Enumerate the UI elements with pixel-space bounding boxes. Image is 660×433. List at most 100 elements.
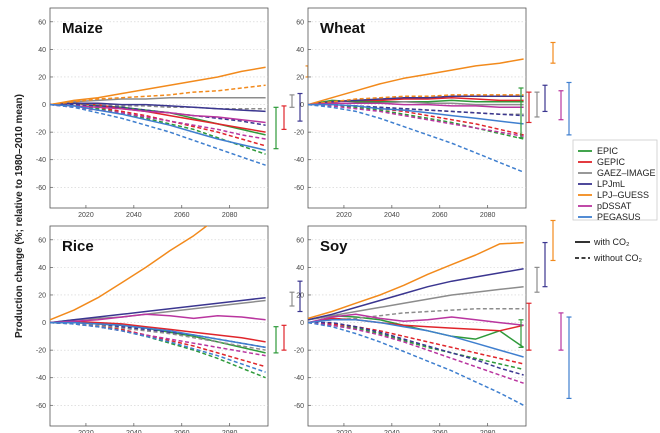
- series-lpjml-with-co2: [50, 296, 266, 324]
- y-tick-label: -20: [294, 130, 304, 137]
- x-tick-label: 2060: [174, 212, 190, 219]
- range-bar-lpj-guess: [550, 219, 556, 262]
- range-bar-lpjml: [297, 280, 303, 313]
- x-tick-label: 2080: [222, 430, 238, 433]
- legend-label-epic: EPIC: [597, 146, 619, 156]
- series-lines: [308, 58, 524, 173]
- y-tick-label: 40: [296, 265, 304, 272]
- y-tick-label: 60: [38, 19, 46, 26]
- legend-label-lpjml: LPJmL: [597, 179, 625, 189]
- y-tick-label: -20: [36, 348, 46, 355]
- y-tick-label: -60: [294, 403, 304, 410]
- x-tick-label: 2040: [126, 212, 142, 219]
- series-lpj-guess-with-co2: [308, 58, 524, 106]
- y-tick-label: 60: [38, 237, 46, 244]
- x-tick-label: 2020: [78, 212, 94, 219]
- series-lpj-guess-without-co2: [308, 94, 524, 106]
- x-tick-label: 2020: [336, 430, 352, 433]
- y-tick-label: -40: [294, 375, 304, 382]
- range-bar-lpjml: [542, 241, 548, 288]
- y-tick-label: 20: [296, 292, 304, 299]
- panel-rice: -60-40-2002040602020204020602080Rice: [36, 225, 319, 433]
- x-tick-label: 2080: [480, 212, 496, 219]
- y-tick-label: 20: [38, 292, 46, 299]
- series-lpjml-without-co2: [308, 321, 524, 376]
- y-tick-label: 0: [42, 102, 46, 109]
- legend-label-pdssat: pDSSAT: [597, 201, 632, 211]
- series-pegasus-without-co2: [50, 321, 266, 373]
- series-lines: [50, 66, 266, 166]
- series-lpjml-with-co2: [308, 268, 524, 321]
- y-tick-label: -40: [294, 157, 304, 164]
- y-tick-label: 20: [38, 74, 46, 81]
- legend-label-pegasus: PEGASUS: [597, 212, 641, 222]
- series-pegasus-with-co2: [308, 103, 524, 125]
- y-tick-label: 60: [296, 19, 304, 26]
- range-bar-epic: [273, 326, 279, 354]
- range-bar-pegasus: [566, 316, 572, 400]
- range-bar-pdssat: [558, 312, 564, 351]
- series-lpj-guess-without-co2: [50, 84, 266, 106]
- legend-with-co2-label: with CO₂: [593, 237, 630, 247]
- legend: EPICGEPICGAEZ–IMAGELPJmLLPJ–GUESSpDSSATP…: [572, 139, 658, 263]
- legend-without-co2: without CO₂: [575, 253, 643, 263]
- panel-title: Rice: [62, 238, 94, 255]
- range-bar-pegasus: [566, 81, 572, 136]
- series-pegasus-without-co2: [50, 103, 266, 166]
- y-tick-label: 0: [300, 102, 304, 109]
- y-tick-label: -40: [36, 157, 46, 164]
- series-pdssat-without-co2: [308, 103, 524, 138]
- series-lpj-guess-with-co2: [50, 66, 266, 106]
- series-gaez-image-with-co2: [308, 285, 524, 321]
- series-gepic-with-co2: [50, 320, 266, 343]
- legend-label-lpj-guess: LPJ–GUESS: [597, 190, 649, 200]
- series-lines: [308, 241, 525, 406]
- plot-frame: [307, 7, 527, 209]
- series-pdssat-with-co2: [308, 313, 524, 327]
- series-pegasus-with-co2: [50, 103, 266, 151]
- range-bar-gepic: [526, 91, 532, 124]
- legend-with-co2: with CO₂: [575, 237, 630, 247]
- y-axis-label: Production change (%; relative to 1980–2…: [14, 94, 25, 338]
- series-pegasus-with-co2: [308, 319, 524, 358]
- y-tick-label: -60: [294, 185, 304, 192]
- legend-label-gaez-image: GAEZ–IMAGE: [597, 168, 656, 178]
- range-bar-lpj-guess: [550, 41, 556, 64]
- panel-soy: -60-40-2002040602020204020602080Soy: [294, 219, 572, 433]
- y-tick-label: -20: [36, 130, 46, 137]
- range-bar-gaez-image: [289, 291, 295, 307]
- range-bar-gepic: [526, 302, 532, 351]
- y-tick-label: 40: [38, 47, 46, 54]
- series-pegasus-without-co2: [308, 103, 524, 173]
- x-tick-label: 2060: [432, 212, 448, 219]
- y-tick-label: 0: [300, 320, 304, 327]
- plot-frame: [49, 225, 269, 427]
- range-bar-lpjml: [542, 84, 548, 113]
- series-lines: [50, 226, 266, 379]
- series-lpjml-without-co2: [50, 103, 266, 126]
- range-bar-lpjml: [297, 92, 303, 122]
- series-pdssat-with-co2: [50, 313, 266, 324]
- x-tick-label: 2020: [336, 212, 352, 219]
- y-tick-label: -20: [294, 348, 304, 355]
- panel-title: Maize: [62, 20, 103, 37]
- series-pegasus-with-co2: [50, 321, 266, 349]
- series-pdssat-with-co2: [308, 102, 524, 109]
- x-tick-label: 2040: [384, 212, 400, 219]
- series-lpj-guess-with-co2: [50, 226, 208, 321]
- series-pegasus-without-co2: [308, 321, 524, 406]
- y-tick-label: -60: [36, 403, 46, 410]
- y-tick-label: 40: [38, 265, 46, 272]
- range-bar-epic: [273, 106, 279, 150]
- y-tick-label: -60: [36, 185, 46, 192]
- legend-without-co2-label: without CO₂: [593, 253, 643, 263]
- y-tick-label: 20: [296, 74, 304, 81]
- range-bar-gaez-image: [534, 91, 540, 118]
- y-tick-label: -40: [36, 375, 46, 382]
- x-tick-label: 2020: [78, 430, 94, 433]
- range-bar-epic: [518, 319, 524, 348]
- legend-label-gepic: GEPIC: [597, 157, 626, 167]
- range-bar-gaez-image: [534, 266, 540, 293]
